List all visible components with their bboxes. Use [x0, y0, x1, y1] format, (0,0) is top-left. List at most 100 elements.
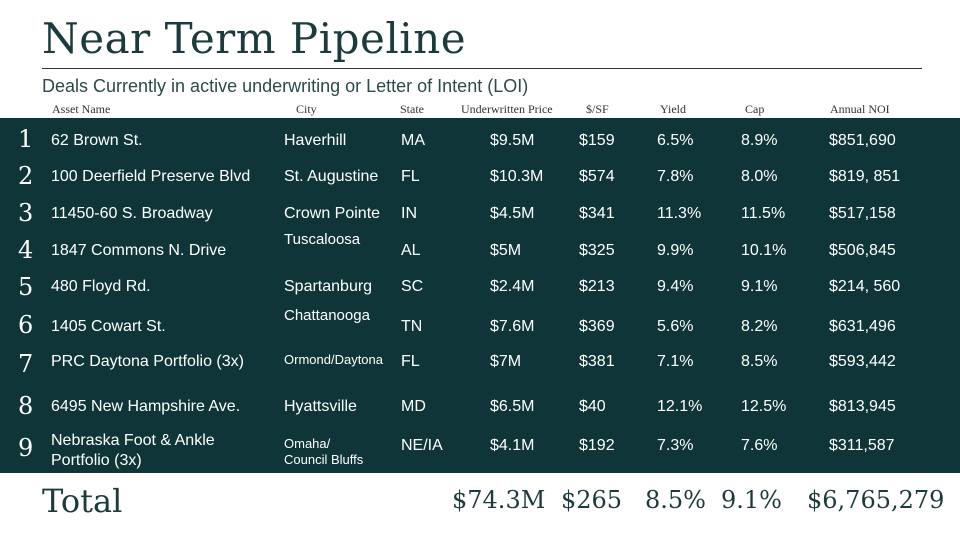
city: St. Augustine — [284, 168, 379, 185]
cap: 7.6% — [741, 437, 778, 454]
header-price-per-sf: $/SF — [586, 102, 609, 116]
asset-name: 6495 New Hampshire Ave. — [51, 398, 241, 415]
city: Chattanooga — [284, 307, 370, 324]
row-number: 2 — [18, 162, 34, 190]
annual-noi: $819, 851 — [829, 168, 901, 185]
underwritten-price: $9.5M — [490, 132, 535, 149]
page-subtitle: Deals Currently in active underwriting o… — [42, 76, 529, 96]
cap: 12.5% — [741, 398, 787, 415]
asset-name-line-2: Portfolio (3x) — [51, 452, 142, 469]
price-per-sf: $574 — [579, 168, 615, 185]
total-price-per-sf: $265 — [561, 486, 623, 514]
total-label: Total — [42, 482, 123, 520]
underwritten-price: $7.6M — [490, 318, 535, 335]
asset-name: 100 Deerfield Preserve Blvd — [51, 168, 251, 185]
cap: 9.1% — [741, 278, 778, 295]
state: NE/IA — [401, 437, 443, 454]
price-per-sf: $369 — [579, 318, 615, 335]
yield: 7.1% — [657, 353, 694, 370]
city-line-1: Omaha/ — [284, 436, 331, 451]
state: MD — [401, 398, 426, 415]
row-number: 5 — [18, 273, 34, 301]
asset-name: 1847 Commons N. Drive — [51, 242, 227, 259]
asset-name-line-1: Nebraska Foot & Ankle — [51, 432, 215, 449]
price-per-sf: $325 — [579, 242, 615, 259]
cap: 8.0% — [741, 168, 778, 185]
yield: 6.5% — [657, 132, 694, 149]
row-number: 6 — [18, 311, 34, 339]
title-divider — [42, 68, 922, 69]
yield: 11.3% — [657, 205, 702, 222]
underwritten-price: $10.3M — [490, 168, 544, 185]
cap: 8.9% — [741, 132, 778, 149]
header-city: City — [296, 102, 317, 116]
price-per-sf: $213 — [579, 278, 615, 295]
asset-name: 1405 Cowart St. — [51, 318, 166, 335]
cap: 8.2% — [741, 318, 778, 335]
table-row: 1 62 Brown St. Haverhill MA $9.5M $159 6… — [0, 121, 960, 158]
row-number: 3 — [18, 199, 34, 227]
row-number: 4 — [18, 236, 34, 264]
yield: 9.4% — [657, 278, 694, 295]
annual-noi: $813,945 — [829, 398, 896, 415]
underwritten-price: $6.5M — [490, 398, 535, 415]
total-yield: 8.5% — [645, 486, 706, 514]
state: AL — [401, 242, 421, 259]
city: Ormond/Daytona — [284, 352, 383, 367]
table-row: 3 11450-60 S. Broadway Crown Pointe IN $… — [0, 195, 960, 232]
annual-noi: $311,587 — [829, 437, 895, 454]
table-row: 2 100 Deerfield Preserve Blvd St. August… — [0, 158, 960, 195]
asset-name: 62 Brown St. — [51, 132, 143, 149]
total-row: Total $74.3M $265 8.5% 9.1% $6,765,279 — [0, 480, 960, 528]
city-line-2: Council Bluffs — [284, 452, 364, 467]
state: SC — [401, 278, 424, 295]
price-per-sf: $40 — [579, 398, 606, 415]
price-per-sf: $159 — [579, 132, 615, 149]
annual-noi: $631,496 — [829, 318, 896, 335]
row-number: 8 — [18, 392, 34, 420]
yield: 5.6% — [657, 318, 694, 335]
total-cap: 9.1% — [721, 486, 782, 514]
header-annual-noi: Annual NOI — [830, 102, 890, 116]
annual-noi: $851,690 — [829, 132, 896, 149]
annual-noi: $593,442 — [829, 353, 896, 370]
price-per-sf: $192 — [579, 437, 615, 454]
table-header: Asset Name City State Underwritten Price… — [0, 102, 960, 118]
annual-noi: $506,845 — [829, 242, 896, 259]
table-row: 4 1847 Commons N. Drive Tuscaloosa AL $5… — [0, 231, 960, 269]
city: Haverhill — [284, 132, 347, 149]
underwritten-price: $5M — [490, 242, 522, 259]
price-per-sf: $341 — [579, 205, 615, 222]
yield: 9.9% — [657, 242, 694, 259]
row-number: 9 — [18, 434, 34, 462]
cap: 8.5% — [741, 353, 778, 370]
asset-name: 480 Floyd Rd. — [51, 278, 151, 295]
row-number: 1 — [18, 125, 34, 153]
state: IN — [401, 205, 417, 222]
annual-noi: $214, 560 — [829, 278, 901, 295]
cap: 11.5% — [741, 205, 786, 222]
underwritten-price: $7M — [490, 353, 522, 370]
city: Spartanburg — [284, 278, 373, 295]
state: FL — [401, 168, 420, 185]
table-row: 7 PRC Daytona Portfolio (3x) Ormond/Dayt… — [0, 346, 960, 383]
yield: 7.3% — [657, 437, 694, 454]
pipeline-table: 1 62 Brown St. Haverhill MA $9.5M $159 6… — [0, 118, 960, 473]
asset-name: 11450-60 S. Broadway — [51, 205, 213, 222]
table-row: 8 6495 New Hampshire Ave. Hyattsville MD… — [0, 388, 960, 425]
table-row: 6 1405 Cowart St. Chattanooga TN $7.6M $… — [0, 307, 960, 348]
header-yield: Yield — [660, 102, 686, 116]
city: Tuscaloosa — [284, 231, 361, 248]
state: MA — [401, 132, 425, 149]
header-cap: Cap — [745, 102, 765, 116]
table-row: 5 480 Floyd Rd. Spartanburg SC $2.4M $21… — [0, 269, 960, 306]
underwritten-price: $2.4M — [490, 278, 535, 295]
yield: 12.1% — [657, 398, 703, 415]
header-state: State — [400, 102, 424, 116]
city: Hyattsville — [284, 398, 357, 415]
page-title: Near Term Pipeline — [42, 14, 467, 63]
header-underwritten-price: Underwritten Price — [461, 102, 553, 116]
city: Crown Pointe — [284, 205, 381, 222]
total-annual-noi: $6,765,279 — [807, 486, 945, 514]
state: FL — [401, 353, 420, 370]
